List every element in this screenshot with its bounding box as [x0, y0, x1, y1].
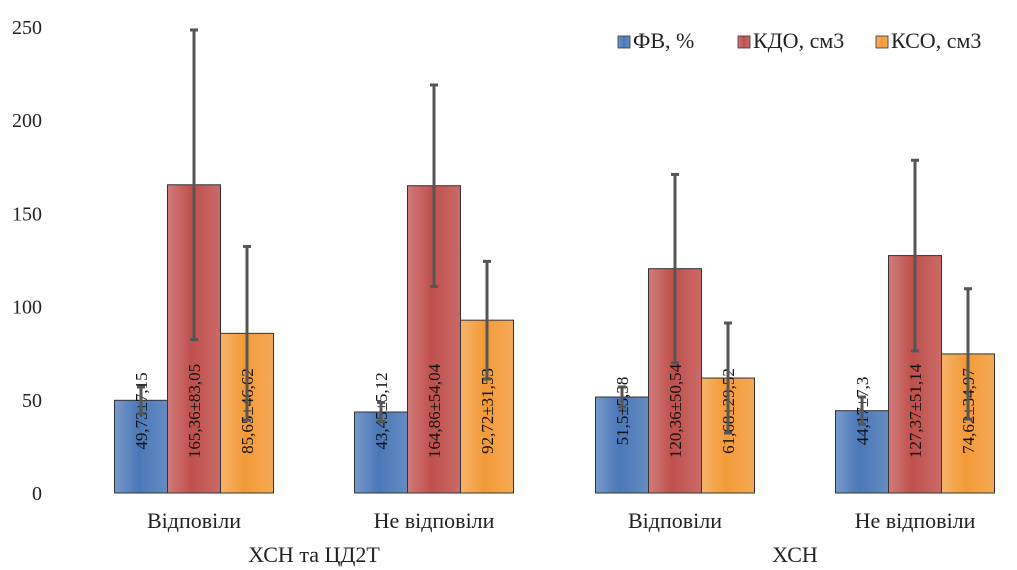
error-bar [724, 321, 732, 435]
legend-item: КСО, см3 [875, 28, 981, 53]
y-tick-label: 100 [12, 297, 42, 319]
error-bar [243, 244, 251, 422]
legend: ФВ, % КДО, см3 КСО, см3 [617, 28, 981, 53]
error-bars [137, 28, 972, 435]
data-label: 127,37±51,14 [906, 363, 925, 458]
x-category-label: Відповіли [628, 508, 722, 533]
y-axis: 0 50 100 150 200 250 [12, 17, 42, 505]
y-tick-label: 250 [12, 17, 42, 39]
legend-label: ФВ, % [633, 28, 694, 53]
y-tick-label: 0 [32, 483, 42, 505]
legend-item: КДО, см3 [737, 28, 844, 53]
x-category-label: Не відповіли [374, 508, 495, 533]
error-bar [964, 287, 972, 421]
x-group-label: ХСН та ЦД2Т [248, 542, 380, 567]
data-label: 164,86±54,04 [425, 363, 444, 458]
error-bar [911, 158, 919, 353]
data-labels: 49,73±7,1543,45±5,1251,5±5,3844,17±7,316… [132, 363, 978, 458]
error-bar [671, 172, 679, 365]
y-tick-label: 150 [12, 203, 42, 225]
error-bar [377, 400, 385, 424]
legend-swatch [617, 35, 631, 49]
legend-swatch [875, 35, 889, 49]
error-bar [137, 385, 145, 416]
data-label: 51,5±5,38 [613, 377, 632, 446]
bar [354, 411, 408, 494]
data-label: 120,36±50,54 [666, 363, 685, 458]
error-bar [858, 395, 866, 426]
data-label: 165,36±83,05 [185, 364, 204, 458]
data-label: 92,72±31,53 [478, 368, 497, 454]
error-bar [483, 259, 491, 381]
x-category-label: Не відповіли [855, 508, 976, 533]
error-bar [190, 28, 198, 342]
x-axis: Відповіли Не відповіли Відповіли Не відпові… [147, 508, 976, 567]
error-bar [618, 385, 626, 409]
x-group-label: ХСН [772, 542, 818, 567]
bar [114, 399, 168, 494]
legend-swatch [737, 35, 751, 49]
legend-label: КДО, см3 [753, 28, 844, 53]
legend-item: ФВ, % [617, 28, 694, 53]
y-tick-label: 200 [12, 110, 42, 132]
x-category-label: Відповіли [147, 508, 241, 533]
y-tick-label: 50 [22, 390, 42, 412]
error-bar [430, 83, 438, 288]
legend-label: КСО, см3 [891, 28, 981, 53]
